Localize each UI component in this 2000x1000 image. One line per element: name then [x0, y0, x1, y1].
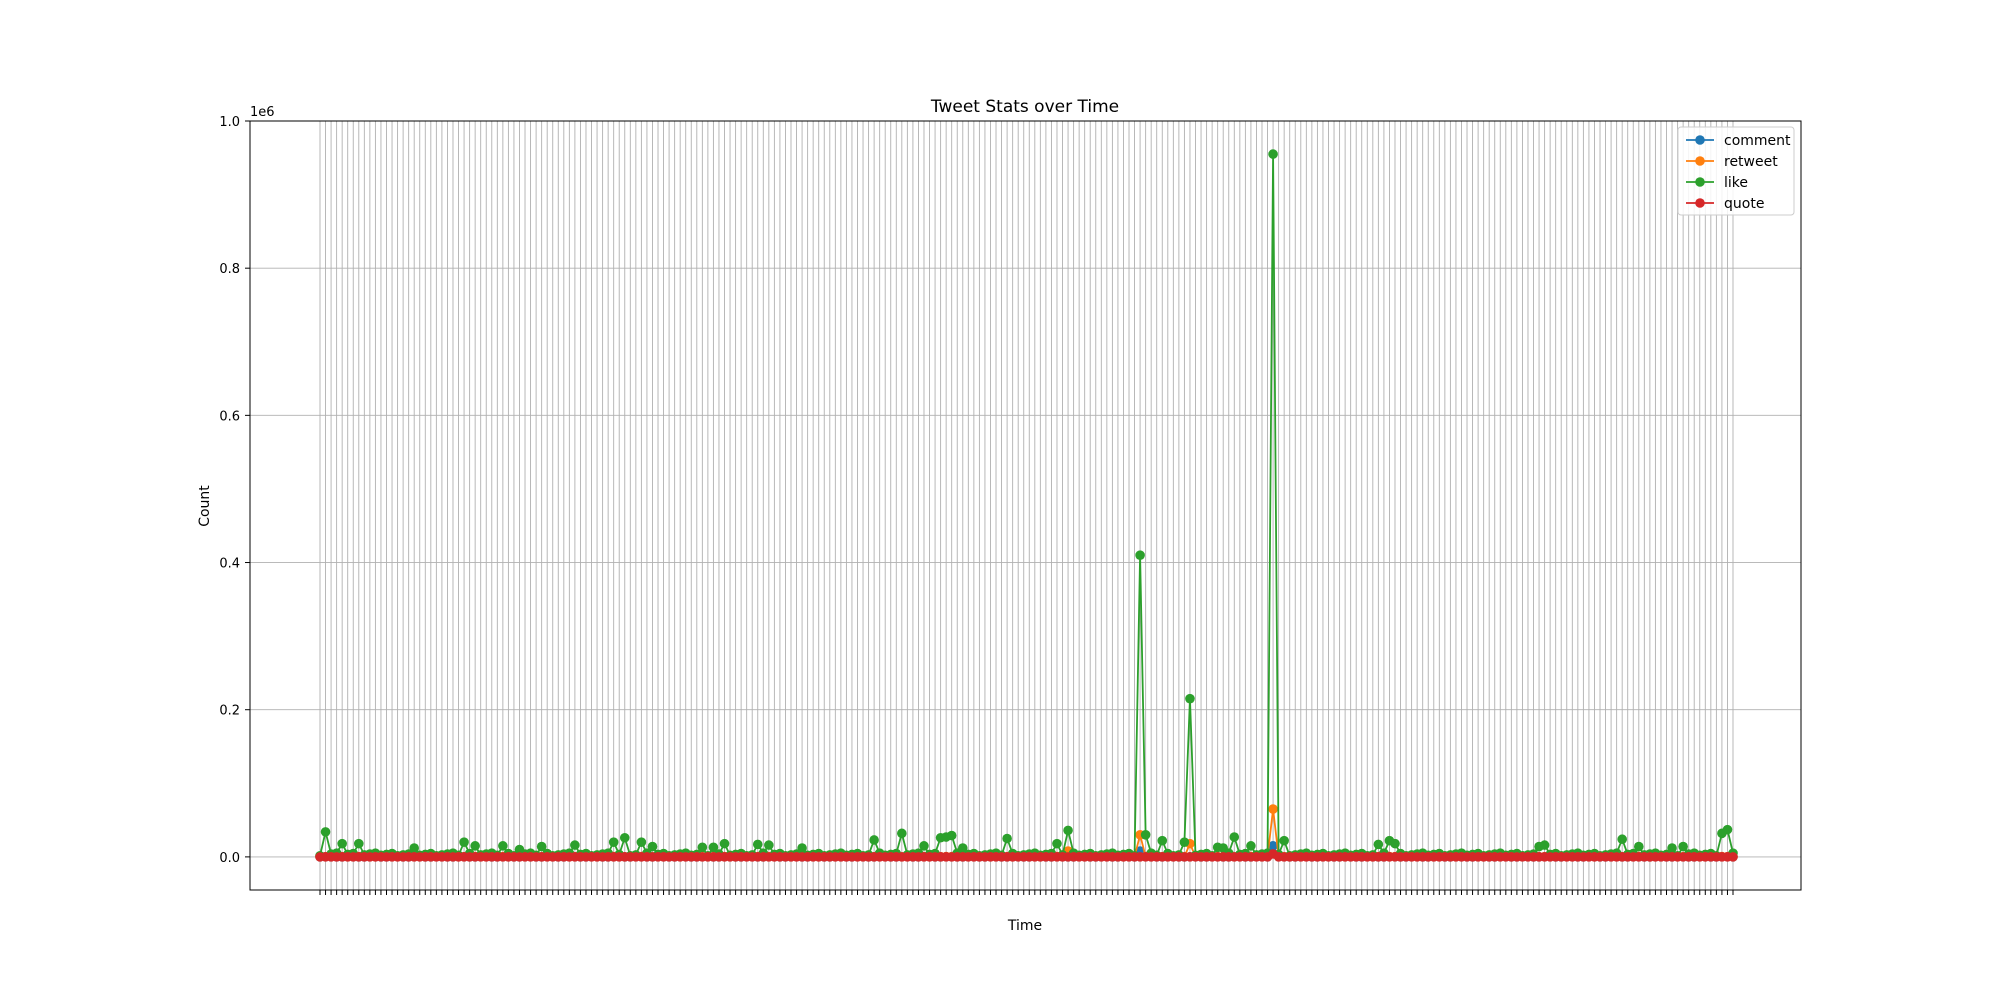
data-point-like	[1268, 149, 1278, 159]
data-point-like	[764, 840, 774, 850]
y-ticks: 0.0 0.2 0.4 0.6 0.8 1.0	[219, 115, 250, 866]
data-point-like	[1185, 693, 1195, 704]
legend-marker-retweet	[1695, 156, 1705, 166]
data-point-like	[719, 838, 730, 849]
data-point-like	[1390, 838, 1400, 849]
data-point-like	[353, 838, 364, 849]
y-offset-text: 1e6	[250, 105, 275, 120]
data-point-like	[797, 843, 807, 853]
y-tick-label: 1.0	[219, 115, 240, 130]
legend-label-quote: quote	[1724, 196, 1764, 212]
data-point-like	[1229, 832, 1240, 842]
legend-label-comment: comment	[1724, 133, 1791, 149]
data-point-like	[946, 830, 957, 841]
data-point-like	[1063, 825, 1073, 836]
data-point-like	[1373, 839, 1384, 850]
y-tick-label: 0.8	[219, 262, 240, 277]
legend-marker-quote	[1695, 198, 1705, 208]
y-tick-label: 0.4	[219, 557, 240, 572]
data-point-like	[1179, 837, 1190, 847]
data-point-like	[957, 843, 968, 853]
data-point-like	[1634, 841, 1644, 852]
data-point-like	[459, 837, 469, 847]
series-line-like	[319, 153, 1734, 857]
legend: comment retweet like quote	[1677, 126, 1795, 216]
legend-frame	[1677, 126, 1795, 216]
data-point-like	[536, 841, 547, 852]
x-ticks	[319, 890, 1734, 895]
data-point-like	[708, 842, 719, 853]
data-point-like	[1140, 830, 1151, 840]
y-axis-label: Count	[197, 485, 213, 527]
data-point-quote	[1728, 852, 1738, 862]
data-point-comment	[1268, 841, 1278, 851]
axes-frame	[249, 120, 1802, 891]
data-point-like	[897, 828, 907, 839]
data-point-like	[570, 840, 580, 850]
x-grid	[319, 121, 1734, 890]
data-point-like	[1722, 824, 1733, 835]
x-axis-label: Time	[1007, 918, 1042, 934]
data-point-like	[409, 843, 420, 853]
series-like	[315, 149, 1738, 861]
chart-title: Tweet Stats over Time	[930, 97, 1119, 117]
data-point-like	[1052, 838, 1062, 849]
series-quote	[315, 849, 1738, 862]
y-tick-label: 0.6	[219, 409, 240, 424]
data-point-like	[697, 842, 708, 853]
legend-marker-comment	[1695, 135, 1705, 145]
data-point-like	[1678, 841, 1688, 852]
data-point-like	[470, 841, 480, 851]
data-point-like	[869, 835, 879, 845]
legend-label-retweet: retweet	[1724, 154, 1778, 170]
data-point-like	[919, 841, 929, 851]
data-point-like	[1002, 833, 1012, 844]
data-point-like	[1279, 835, 1289, 846]
data-point-like	[337, 838, 347, 849]
legend-label-like: like	[1724, 175, 1748, 191]
data-point-like	[619, 832, 630, 843]
data-point-like	[647, 841, 658, 852]
data-point-like	[320, 827, 331, 837]
data-point-like	[752, 839, 763, 850]
data-point-like	[1617, 834, 1627, 845]
data-point-like	[1157, 835, 1168, 846]
data-point-like	[498, 841, 508, 851]
data-point-like	[636, 837, 647, 847]
data-point-like	[1539, 840, 1550, 850]
data-point-like	[1667, 843, 1677, 853]
legend-marker-like	[1695, 177, 1705, 187]
y-tick-label: 0.2	[219, 704, 240, 719]
y-grid	[250, 120, 1801, 858]
series-layer	[315, 149, 1738, 862]
data-point-like	[1246, 841, 1256, 851]
y-tick-label: 0.0	[219, 851, 240, 866]
data-point-retweet	[1268, 804, 1278, 814]
data-point-like	[1135, 550, 1145, 560]
data-point-like	[608, 837, 619, 847]
